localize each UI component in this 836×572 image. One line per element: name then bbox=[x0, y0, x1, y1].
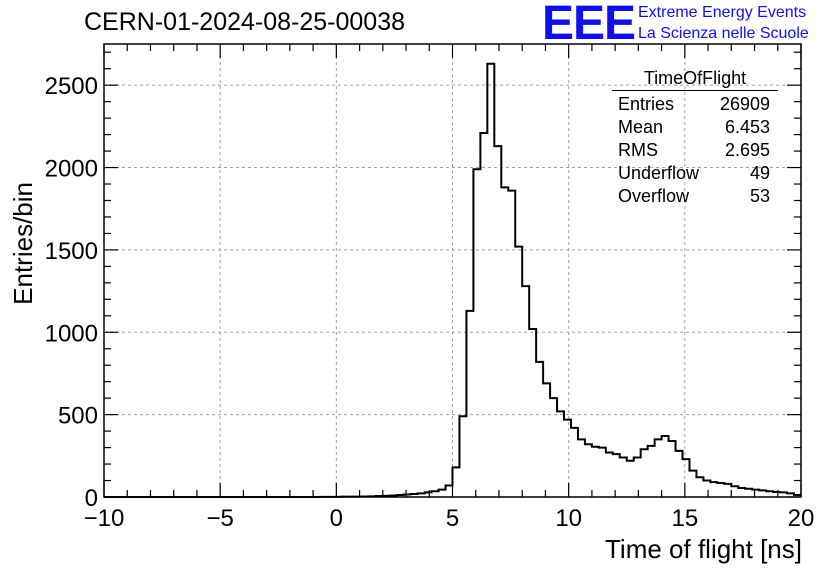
histogram-bin bbox=[703, 481, 710, 497]
stats-label: Overflow bbox=[618, 186, 690, 206]
histogram-bin bbox=[696, 477, 703, 497]
histogram-bin bbox=[717, 483, 724, 497]
histogram-bin bbox=[669, 441, 676, 497]
stats-value: 49 bbox=[749, 163, 770, 183]
histogram-bin bbox=[683, 459, 690, 497]
x-tick-label: −5 bbox=[206, 505, 233, 532]
stats-label: RMS bbox=[618, 140, 658, 160]
chart-title: CERN-01-2024-08-25-00038 bbox=[84, 8, 406, 36]
stats-label: Mean bbox=[618, 117, 664, 137]
x-tick-label: −10 bbox=[84, 505, 125, 532]
histogram-bin bbox=[466, 311, 473, 497]
histogram-bin bbox=[494, 146, 501, 497]
y-tick-label: 2000 bbox=[45, 156, 98, 183]
histogram-bin bbox=[508, 191, 515, 497]
histogram-bin bbox=[634, 457, 641, 497]
histogram-bin bbox=[557, 411, 564, 497]
histogram-bin bbox=[543, 383, 550, 497]
histogram-bin bbox=[571, 428, 578, 497]
stats-value: 2.695 bbox=[724, 140, 770, 160]
histogram-bin bbox=[710, 482, 717, 497]
plot-frame bbox=[103, 43, 802, 498]
y-tick-label: 1500 bbox=[45, 238, 98, 265]
histogram-bin bbox=[738, 488, 745, 497]
x-axis-label: Time of flight [ns] bbox=[605, 534, 802, 564]
histogram-bin bbox=[752, 490, 759, 497]
histogram-bin bbox=[529, 329, 536, 497]
y-axis-label: Entries/bin bbox=[8, 182, 38, 305]
histogram-bin bbox=[501, 187, 508, 497]
histogram-bin bbox=[585, 444, 592, 497]
stats-value: 26909 bbox=[719, 94, 770, 114]
histogram-bin bbox=[745, 489, 752, 497]
stats-label: Underflow bbox=[618, 163, 700, 183]
histogram-bin bbox=[473, 169, 480, 497]
histogram-bin bbox=[689, 471, 696, 497]
stats-row-rms: RMS 2.695 bbox=[612, 139, 778, 162]
histogram-bin bbox=[627, 461, 634, 497]
stats-row-underflow: Underflow 49 bbox=[612, 162, 778, 185]
y-tick-label: 2500 bbox=[45, 73, 98, 100]
stats-row-mean: Mean 6.453 bbox=[612, 116, 778, 139]
y-tick-label: 0 bbox=[85, 485, 98, 512]
stats-row-entries: Entries 26909 bbox=[612, 93, 778, 116]
stats-row-overflow: Overflow 53 bbox=[612, 185, 778, 208]
histogram-bin bbox=[459, 416, 466, 497]
histogram-bin bbox=[564, 420, 571, 497]
stats-value: 6.453 bbox=[724, 117, 770, 137]
histogram-bin bbox=[592, 447, 599, 497]
histogram-bin bbox=[606, 453, 613, 497]
stats-label: Entries bbox=[618, 94, 675, 114]
histogram-bin bbox=[453, 467, 460, 497]
histogram-bin bbox=[662, 436, 669, 497]
histogram-bin bbox=[446, 485, 453, 497]
histogram-bin bbox=[487, 64, 494, 497]
x-tick-label: 15 bbox=[671, 505, 698, 532]
logo-line-2: La Scienza nelle Scuole bbox=[638, 25, 809, 42]
histogram-bin bbox=[536, 362, 543, 497]
histogram-bin bbox=[655, 439, 662, 497]
histogram-bin bbox=[578, 439, 585, 497]
stats-value: 53 bbox=[749, 186, 770, 206]
logo-line-1: Extreme Energy Events bbox=[638, 4, 807, 21]
histogram-bin bbox=[724, 484, 731, 497]
histogram-bin bbox=[613, 454, 620, 497]
histogram-bin bbox=[515, 247, 522, 497]
x-tick-label: 5 bbox=[446, 505, 459, 532]
histogram-bin bbox=[620, 457, 627, 497]
histogram-bin bbox=[641, 449, 648, 497]
histogram-bin bbox=[439, 490, 446, 497]
x-tick-label: 10 bbox=[555, 505, 582, 532]
histogram-bin bbox=[480, 133, 487, 497]
histogram-bin bbox=[550, 398, 557, 497]
eee-logo-mark: EEE bbox=[542, 0, 636, 50]
x-tick-label: 0 bbox=[330, 505, 343, 532]
histogram-bin bbox=[599, 448, 606, 497]
stats-box: TimeOfFlight Entries 26909 Mean 6.453 RMS 2… bbox=[612, 68, 778, 208]
x-tick-label: 20 bbox=[788, 505, 815, 532]
histogram-bin bbox=[676, 451, 683, 497]
y-tick-label: 1000 bbox=[45, 320, 98, 347]
histogram-bin bbox=[648, 446, 655, 497]
histogram-bin bbox=[522, 286, 529, 497]
histogram-bin bbox=[731, 486, 738, 497]
y-tick-label: 500 bbox=[58, 403, 98, 430]
stats-title: TimeOfFlight bbox=[612, 68, 778, 91]
